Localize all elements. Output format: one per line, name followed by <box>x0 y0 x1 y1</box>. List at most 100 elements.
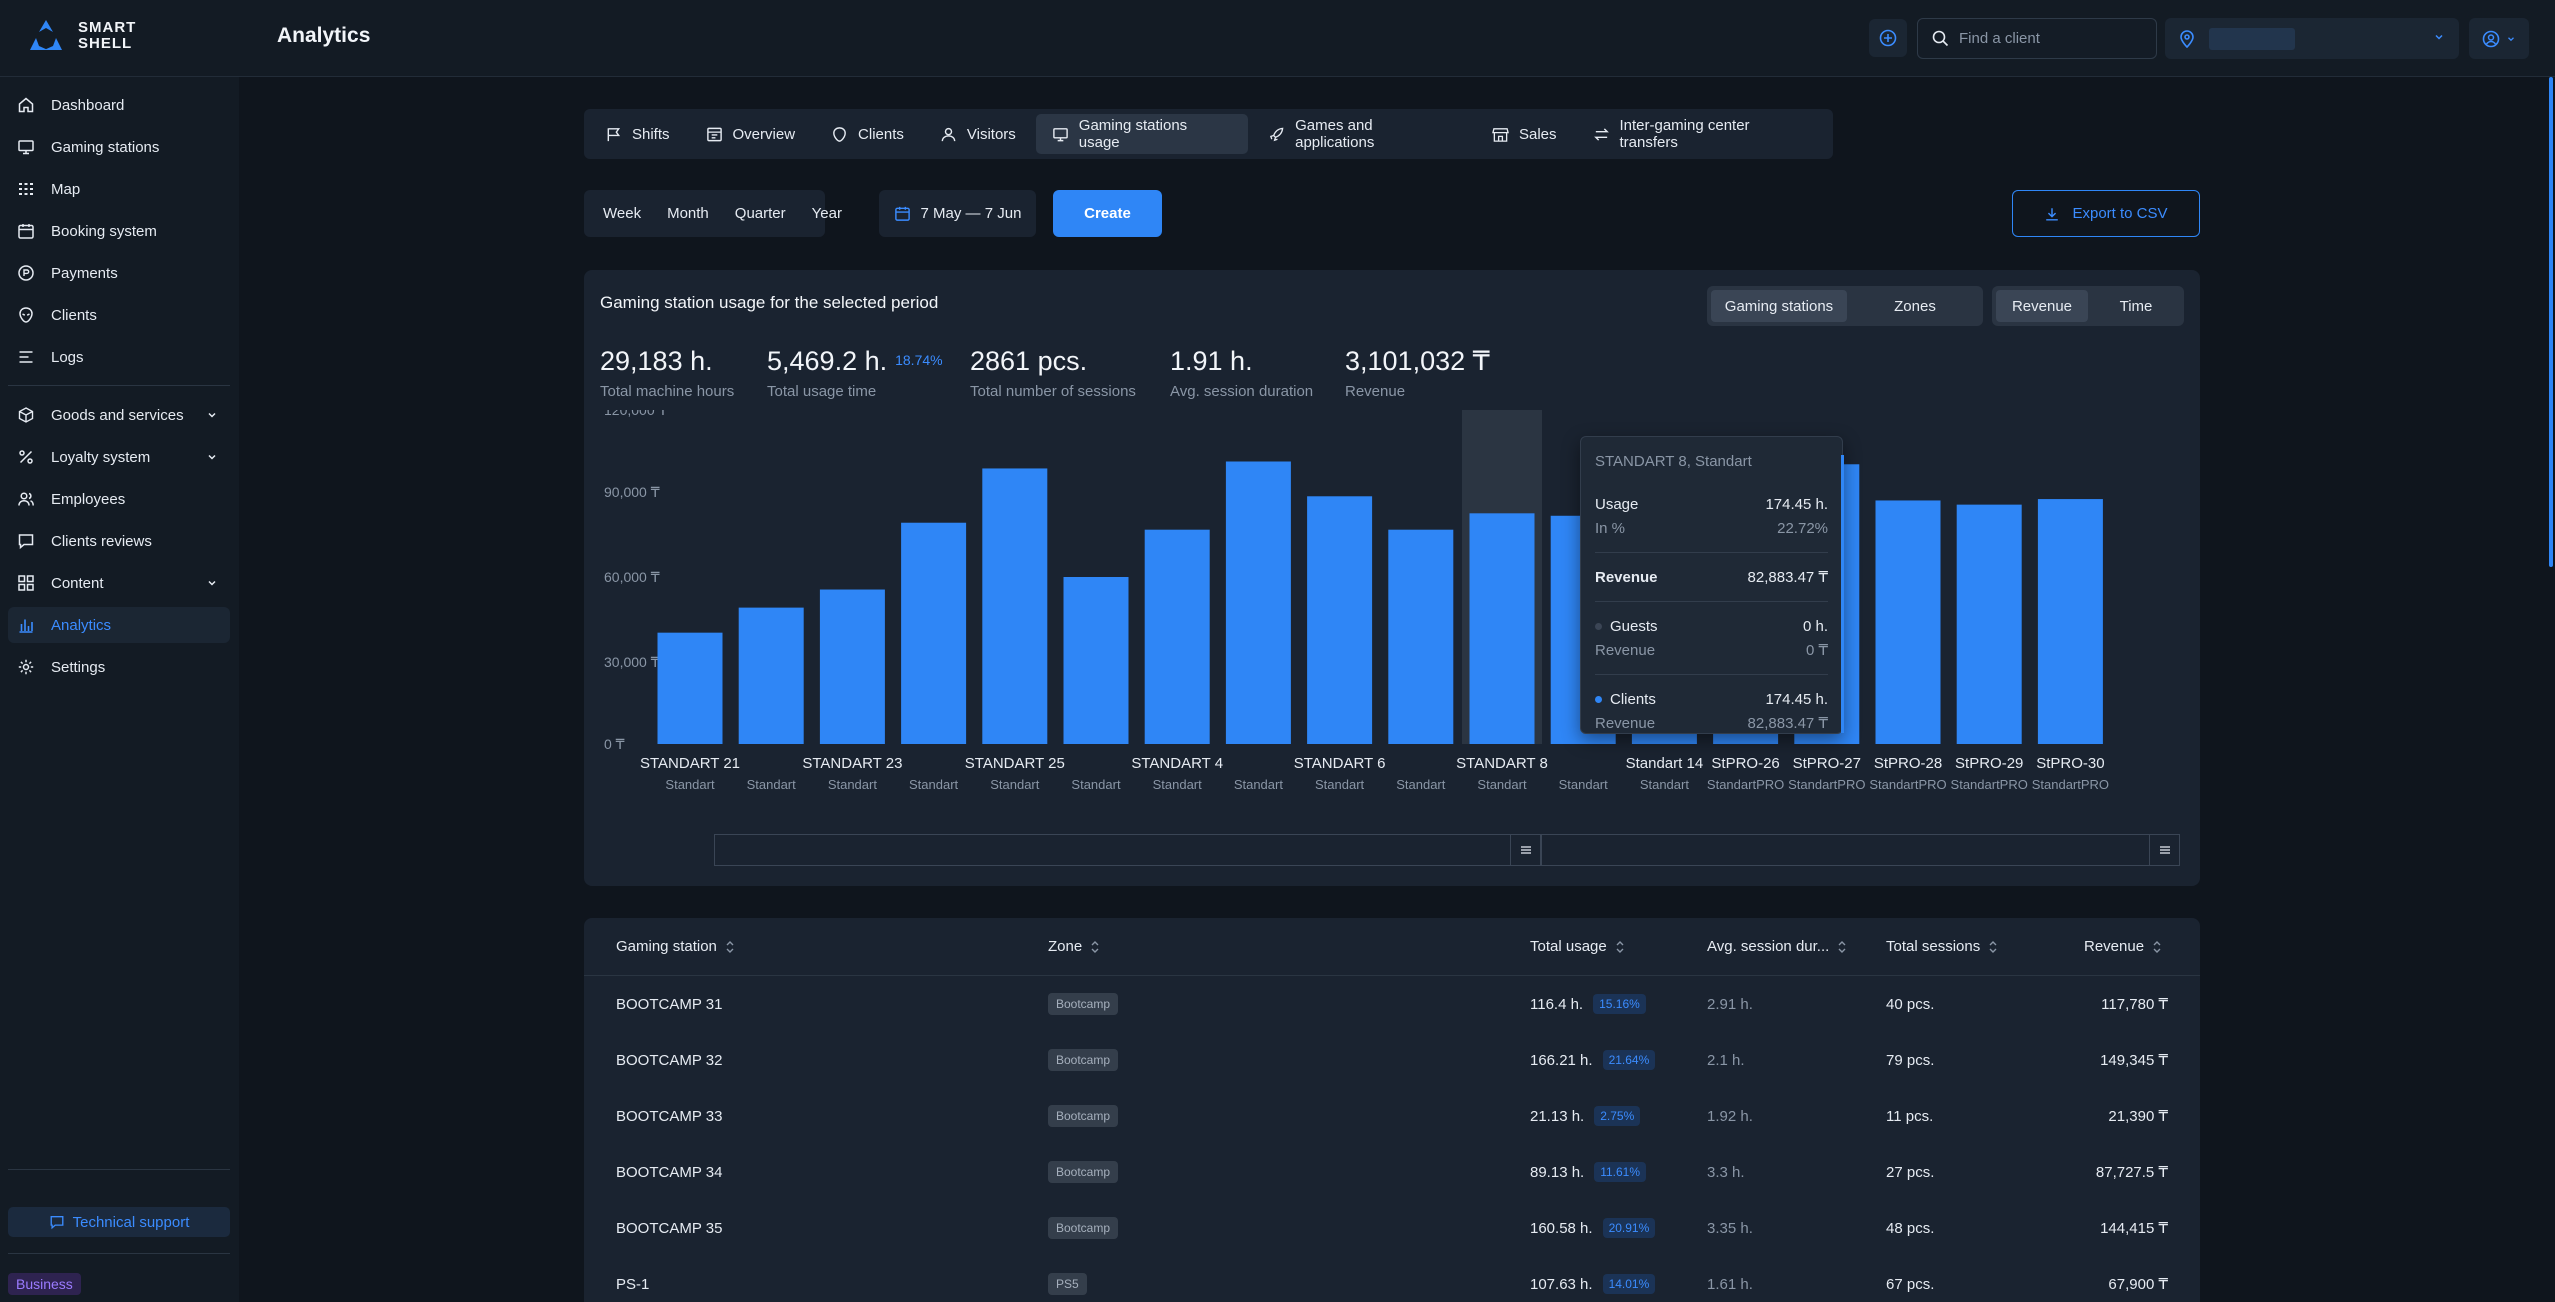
chart-bar[interactable] <box>1956 504 2022 744</box>
page-scrollbar[interactable] <box>2549 77 2553 567</box>
cell-station: BOOTCAMP 34 <box>616 1163 723 1181</box>
chart-bar[interactable] <box>1307 496 1373 744</box>
sidebar-item-analytics[interactable]: Analytics <box>8 607 230 643</box>
sidebar-item-goods-and-services[interactable]: Goods and services <box>8 397 230 433</box>
stations-table: Gaming station Zone Total usage Avg. ses… <box>584 918 2200 1302</box>
tab-visitors[interactable]: Visitors <box>924 114 1032 154</box>
transfer-icon <box>1593 127 1609 141</box>
toggle-time[interactable]: Time <box>2119 297 2153 315</box>
x-tick-label: StPRO-30 <box>2036 755 2104 772</box>
tab-games-and-applications[interactable]: Games and applications <box>1252 114 1472 154</box>
client-search[interactable] <box>1917 18 2157 59</box>
table-row[interactable]: BOOTCAMP 34 Bootcamp 89.13 h. 11.61% 3.3 h. 2… <box>584 1144 2200 1200</box>
search-input[interactable] <box>1959 30 2139 47</box>
period-week[interactable]: Week <box>603 205 642 222</box>
guests-dot <box>1595 622 1602 630</box>
table-row[interactable]: PS-1 PS5 107.63 h. 14.01% 1.61 h. 67 pcs. 67,9… <box>584 1256 2200 1302</box>
period-quarter[interactable]: Quarter <box>734 205 786 222</box>
table-row[interactable]: BOOTCAMP 35 Bootcamp 160.58 h. 20.91% 3.35 h… <box>584 1200 2200 1256</box>
sidebar-item-map[interactable]: Map <box>8 171 230 207</box>
technical-support-button[interactable]: Technical support <box>8 1207 230 1237</box>
dashboard-icon <box>706 127 722 141</box>
chart-bar[interactable] <box>2037 499 2103 744</box>
tab-clients[interactable]: Clients <box>815 114 920 154</box>
x-zone-label: Standart <box>1315 777 1365 792</box>
chat-icon <box>50 1216 64 1230</box>
chart-bar[interactable] <box>1225 461 1291 744</box>
create-button[interactable]: Create <box>1053 190 1162 237</box>
chart-bar[interactable] <box>1063 577 1129 744</box>
sidebar-item-employees[interactable]: Employees <box>8 481 230 517</box>
chart-range-scroller-right[interactable] <box>1541 834 2180 866</box>
sidebar-item-settings[interactable]: Settings <box>8 649 230 685</box>
table-row[interactable]: BOOTCAMP 32 Bootcamp 166.21 h. 21.64% 2.1 h.… <box>584 1032 2200 1088</box>
table-row[interactable]: BOOTCAMP 33 Bootcamp 21.13 h. 2.75% 1.92 h. 1… <box>584 1088 2200 1144</box>
scroll-handle[interactable] <box>2149 835 2179 865</box>
cell-total-sessions: 67 pcs. <box>1886 1275 1935 1293</box>
x-zone-label: Standart <box>1477 777 1527 792</box>
sidebar-item-dashboard[interactable]: Dashboard <box>8 87 230 123</box>
sidebar-item-gaming-stations[interactable]: Gaming stations <box>8 129 230 165</box>
toggle-zones[interactable]: Zones <box>1894 297 1936 315</box>
tab-sales[interactable]: Sales <box>1476 114 1573 154</box>
chart-bar[interactable] <box>901 522 967 744</box>
tooltip-usage-row: Usage 174.45 h. <box>1595 495 1828 513</box>
scroll-handle[interactable] <box>1510 835 1540 865</box>
x-zone-label: Standart <box>990 777 1040 792</box>
chart-bar[interactable] <box>1875 500 1941 744</box>
chart-bar[interactable] <box>982 468 1048 744</box>
tab-inter-gaming-center-transfers[interactable]: Inter-gaming center transfers <box>1577 114 1828 154</box>
tooltip-guests-row: Guests 0 h. <box>1595 614 1828 638</box>
sort-icon <box>1989 940 1997 953</box>
percent-icon <box>19 450 33 464</box>
chart-bar[interactable] <box>657 632 723 744</box>
column-header-avg-session-duration[interactable]: Avg. session dur... <box>1707 918 1847 975</box>
cell-avg-session: 2.91 h. <box>1707 995 1753 1013</box>
x-tick-label: StPRO-26 <box>1711 755 1779 772</box>
add-button[interactable] <box>1869 19 1907 57</box>
sidebar-item-booking-system[interactable]: Booking system <box>8 213 230 249</box>
chart-bar[interactable] <box>1469 513 1535 744</box>
sidebar-item-payments[interactable]: Payments <box>8 255 230 291</box>
tab-overview[interactable]: Overview <box>690 114 812 154</box>
chart-bar[interactable] <box>1388 529 1454 744</box>
list-icon <box>19 351 33 363</box>
user-menu[interactable] <box>2469 18 2529 59</box>
sidebar-divider <box>8 1253 230 1254</box>
toggle-gaming-stations[interactable]: Gaming stations <box>1711 290 1847 322</box>
column-header-revenue[interactable]: Revenue <box>2084 918 2162 975</box>
chart-bar[interactable] <box>1144 529 1210 744</box>
tab-shifts[interactable]: Shifts <box>589 114 686 154</box>
location-select[interactable] <box>2165 18 2459 59</box>
toggle-revenue[interactable]: Revenue <box>1996 290 2088 322</box>
sidebar-item-loyalty-system[interactable]: Loyalty system <box>8 439 230 475</box>
tooltip-divider <box>1595 552 1828 553</box>
sidebar-item-content[interactable]: Content <box>8 565 230 601</box>
export-csv-button[interactable]: Export to CSV <box>2012 190 2200 237</box>
brand-logo[interactable]: SMART SHELL <box>26 18 136 54</box>
cell-total-usage: 107.63 h. 14.01% <box>1530 1256 1656 1302</box>
column-header-total-sessions[interactable]: Total sessions <box>1886 918 1998 975</box>
clients-dot <box>1595 695 1602 703</box>
x-tick-label: STANDART 25 <box>965 755 1065 772</box>
chart-bar[interactable] <box>738 607 804 744</box>
alien-icon <box>833 126 846 142</box>
sidebar-item-logs[interactable]: Logs <box>8 339 230 375</box>
table-row[interactable]: BOOTCAMP 31 Bootcamp 116.4 h. 15.16% 2.91 h.… <box>584 976 2200 1032</box>
chart-range-scroller-left[interactable] <box>714 834 1541 866</box>
calendar-icon <box>894 206 910 221</box>
plus-circle-icon <box>1879 29 1897 47</box>
coin-icon <box>18 265 34 281</box>
column-header-total-usage[interactable]: Total usage <box>1530 918 1625 975</box>
sidebar-item-clients[interactable]: Clients <box>8 297 230 333</box>
period-month[interactable]: Month <box>667 205 709 222</box>
location-value <box>2209 27 2295 50</box>
cell-station: BOOTCAMP 33 <box>616 1107 723 1125</box>
period-year[interactable]: Year <box>811 205 842 222</box>
date-range-picker[interactable]: 7 May — 7 Jun <box>879 190 1036 237</box>
chart-bar[interactable] <box>819 589 885 744</box>
column-header-gaming-station[interactable]: Gaming station <box>616 918 735 975</box>
sidebar-item-clients-reviews[interactable]: Clients reviews <box>8 523 230 559</box>
tab-gaming-stations-usage[interactable]: Gaming stations usage <box>1035 114 1249 154</box>
column-header-zone[interactable]: Zone <box>1048 918 1100 975</box>
